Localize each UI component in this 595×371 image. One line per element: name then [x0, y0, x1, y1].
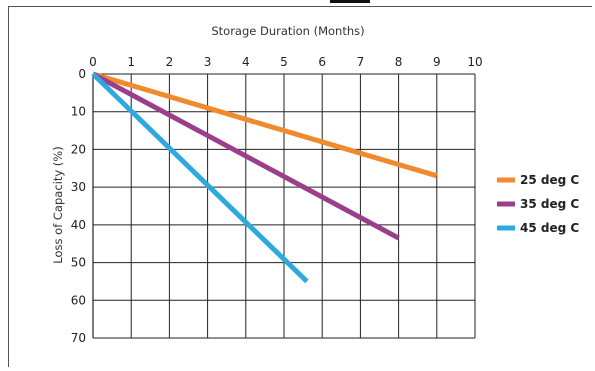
y-tick-label: 70	[71, 331, 86, 345]
x-tick-label: 7	[357, 55, 365, 69]
x-tick-label: 5	[280, 55, 288, 69]
x-axis-title: Storage Duration (Months)	[211, 24, 364, 38]
y-tick-labels: 0 10 20 30 40 50 60 70	[71, 67, 86, 345]
x-tick-label: 3	[204, 55, 212, 69]
series-lines	[91, 71, 438, 284]
x-tick-label: 6	[318, 55, 326, 69]
y-tick-label: 0	[78, 67, 86, 81]
x-tick-labels: 0 1 2 3 4 5 6 7 8 9 10	[89, 55, 482, 69]
legend-label: 25 deg C	[520, 173, 579, 187]
series-line	[92, 71, 438, 179]
grid	[92, 73, 476, 339]
series-line	[91, 72, 309, 284]
legend-label: 35 deg C	[520, 197, 579, 211]
legend-label: 45 deg C	[520, 221, 579, 235]
top-edge-fragment	[330, 0, 370, 3]
legend: 25 deg C 35 deg C 45 deg C	[497, 173, 579, 235]
x-tick-label: 1	[127, 55, 135, 69]
y-tick-label: 20	[71, 142, 86, 156]
chart-frame	[8, 6, 592, 367]
x-tick-label: 2	[166, 55, 174, 69]
x-tick-label: 10	[467, 55, 482, 69]
x-tick-label: 8	[395, 55, 403, 69]
y-tick-label: 10	[71, 105, 86, 119]
x-tick-label: 0	[89, 55, 97, 69]
y-tick-label: 30	[71, 180, 86, 194]
x-tick-label: 4	[242, 55, 250, 69]
x-tick-label: 9	[433, 55, 441, 69]
y-tick-label: 40	[71, 218, 86, 232]
y-axis-title: Loss of Capacity (%)	[51, 146, 65, 263]
series-line	[91, 71, 400, 241]
y-tick-label: 50	[71, 256, 86, 270]
y-tick-label: 60	[71, 293, 86, 307]
